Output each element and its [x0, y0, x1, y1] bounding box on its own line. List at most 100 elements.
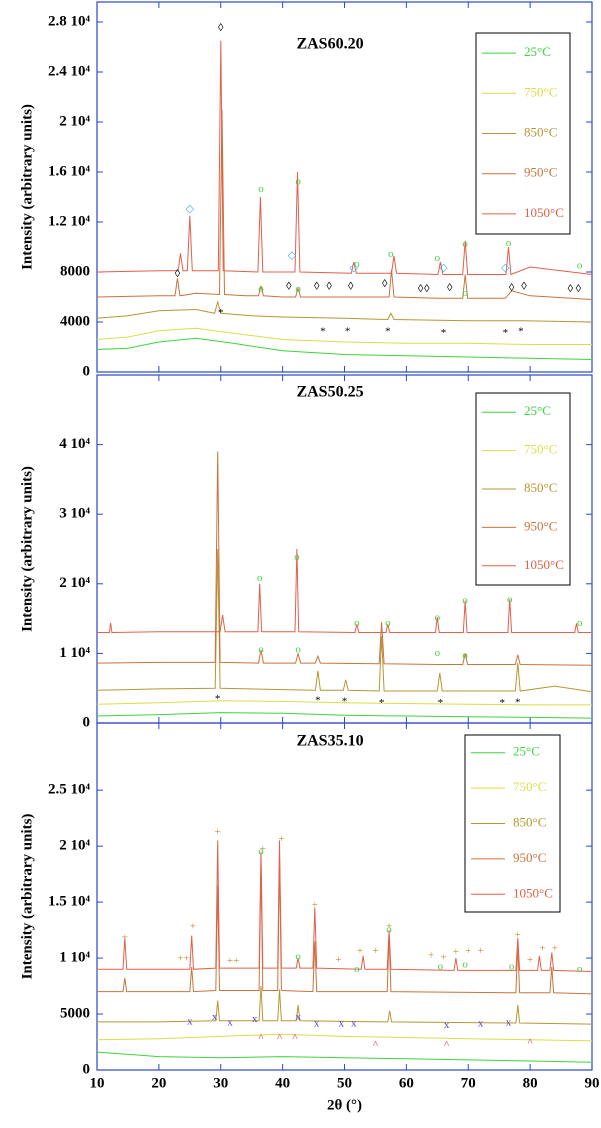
peak-marker: *: [441, 327, 447, 339]
legend-label: 950°C: [524, 518, 557, 533]
series-line: [96, 1051, 593, 1063]
y-tick-label: 2.4 10⁴: [48, 63, 91, 79]
peak-marker: o: [295, 176, 301, 188]
peak-marker: o: [258, 845, 264, 857]
x-tick-label: 20: [151, 1075, 166, 1091]
peak-marker: ◊: [568, 283, 574, 295]
y-tick-label: 1 10⁴: [59, 950, 90, 966]
legend-label: 750°C: [513, 779, 546, 794]
peak-marker: ^: [258, 1032, 264, 1044]
peak-marker: +: [190, 920, 196, 932]
legend-label: 850°C: [524, 124, 557, 139]
peak-marker: o: [257, 572, 263, 584]
legend-label: 1050°C: [524, 557, 564, 572]
peak-marker: +: [478, 945, 484, 957]
peak-marker: x: [252, 1013, 258, 1025]
peak-marker: o: [509, 961, 515, 973]
x-tick-label: 10: [90, 1075, 105, 1091]
peak-marker: *: [515, 696, 521, 708]
peak-marker: +: [539, 943, 545, 955]
peak-marker: o: [435, 611, 441, 623]
y-tick-label: 8000: [60, 263, 90, 279]
peak-marker: *: [385, 326, 391, 338]
peak-marker: ◇: [350, 262, 359, 274]
peak-marker: x: [314, 1018, 320, 1030]
y-tick-label: 0: [83, 1061, 91, 1077]
y-axis-label: Intensity (arbitrary units): [19, 466, 35, 632]
legend-label: 25°C: [524, 44, 551, 59]
peak-marker: +: [312, 899, 318, 911]
peak-marker: o: [577, 259, 583, 271]
peak-marker: o: [354, 963, 360, 975]
peak-marker: *: [500, 697, 506, 709]
peak-marker: +: [177, 953, 183, 965]
peak-marker: ^: [277, 1032, 283, 1044]
peak-marker: ◊: [509, 282, 515, 294]
peak-marker: +: [372, 945, 378, 957]
peak-marker: o: [386, 924, 392, 936]
series-line: [96, 109, 593, 300]
peak-marker: ◊: [348, 281, 354, 293]
peak-marker: x: [478, 1018, 484, 1030]
peak-marker: o: [295, 283, 301, 295]
peak-marker: *: [320, 326, 326, 338]
peak-marker: ^: [528, 1037, 534, 1049]
series-line: [96, 1033, 593, 1042]
peak-marker: *: [518, 326, 524, 338]
peak-marker: *: [503, 327, 509, 339]
x-tick-label: 70: [461, 1075, 476, 1091]
peak-marker: +: [215, 826, 221, 838]
series-line: [96, 548, 593, 693]
x-tick-label: 30: [213, 1075, 228, 1091]
peak-marker: x: [444, 1019, 450, 1031]
peak-marker: *: [342, 696, 348, 708]
peak-marker: +: [184, 953, 190, 965]
y-tick-label: 3 10⁴: [59, 506, 90, 522]
series-line: [96, 40, 593, 276]
series-line: [97, 985, 593, 1025]
peak-marker: ◇: [288, 249, 297, 261]
peak-marker: ◊: [521, 281, 527, 293]
y-tick-label: 1.2 10⁴: [48, 213, 91, 229]
y-tick-label: 4 10⁴: [59, 436, 90, 452]
peak-marker: *: [379, 697, 385, 709]
peak-marker: +: [428, 949, 434, 961]
y-tick-label: 1.6 10⁴: [48, 163, 91, 179]
series-line: [96, 712, 593, 719]
y-tick-label: 2.5 10⁴: [48, 782, 91, 798]
legend-label: 25°C: [524, 403, 551, 418]
peak-marker: +: [260, 843, 266, 855]
peak-marker: ◊: [314, 281, 320, 293]
peak-marker: +: [335, 954, 341, 966]
y-tick-label: 0: [83, 714, 91, 730]
series-line: [97, 840, 593, 972]
legend-label: 950°C: [524, 165, 557, 180]
peak-marker: ◊: [326, 281, 332, 293]
peak-marker: ◊: [418, 283, 424, 295]
legend-label: 1050°C: [513, 885, 553, 900]
peak-marker: o: [294, 551, 300, 563]
peak-marker: ◊: [382, 278, 388, 290]
y-tick-label: 0: [83, 363, 91, 379]
peak-marker: +: [515, 929, 521, 941]
series-line: [97, 548, 592, 634]
y-tick-label: 2 10⁴: [59, 575, 90, 591]
peak-marker: ◇: [501, 262, 510, 274]
peak-marker: x: [187, 1015, 193, 1027]
x-tick-label: 40: [275, 1075, 290, 1091]
peak-marker: o: [258, 183, 264, 195]
peak-marker: o: [506, 237, 512, 249]
peak-marker: +: [386, 920, 392, 932]
peak-marker: x: [212, 1011, 218, 1023]
peak-marker: ◊: [218, 22, 224, 34]
peak-marker: *: [345, 326, 351, 338]
peak-marker: ◊: [175, 268, 181, 280]
peak-marker: o: [295, 950, 301, 962]
legend-label: 850°C: [524, 480, 557, 495]
legend-label: 750°C: [524, 442, 557, 457]
y-tick-label: 4000: [60, 313, 90, 329]
peak-marker: o: [577, 617, 583, 629]
peak-marker: +: [453, 946, 459, 958]
peak-marker: +: [278, 833, 284, 845]
peak-marker: x: [351, 1018, 357, 1030]
